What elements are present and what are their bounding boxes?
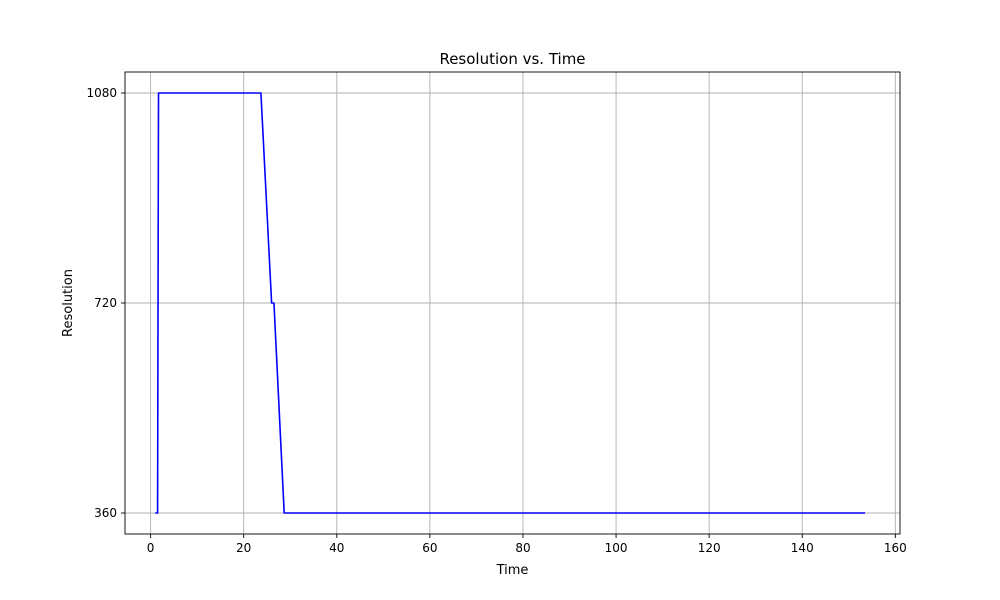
chart-title: Resolution vs. Time <box>439 50 585 68</box>
grid <box>125 72 900 534</box>
x-tick-label: 20 <box>236 541 251 555</box>
y-axis: 360 720 1080 <box>86 86 125 520</box>
x-axis-label: Time <box>496 563 529 578</box>
x-axis: 0 20 40 60 80 100 120 140 160 <box>147 534 907 555</box>
series-group <box>155 92 866 514</box>
y-tick-label: 720 <box>94 296 117 310</box>
y-axis-label: Resolution <box>61 269 76 337</box>
x-tick-label: 40 <box>329 541 344 555</box>
x-tick-label: 100 <box>605 541 628 555</box>
series-line <box>155 92 866 514</box>
x-tick-label: 140 <box>791 541 814 555</box>
x-tick-label: 120 <box>698 541 721 555</box>
x-tick-label: 80 <box>515 541 530 555</box>
x-tick-label: 160 <box>884 541 907 555</box>
y-tick-label: 1080 <box>86 86 117 100</box>
y-tick-label: 360 <box>94 506 117 520</box>
x-tick-label: 0 <box>147 541 155 555</box>
x-tick-label: 60 <box>422 541 437 555</box>
